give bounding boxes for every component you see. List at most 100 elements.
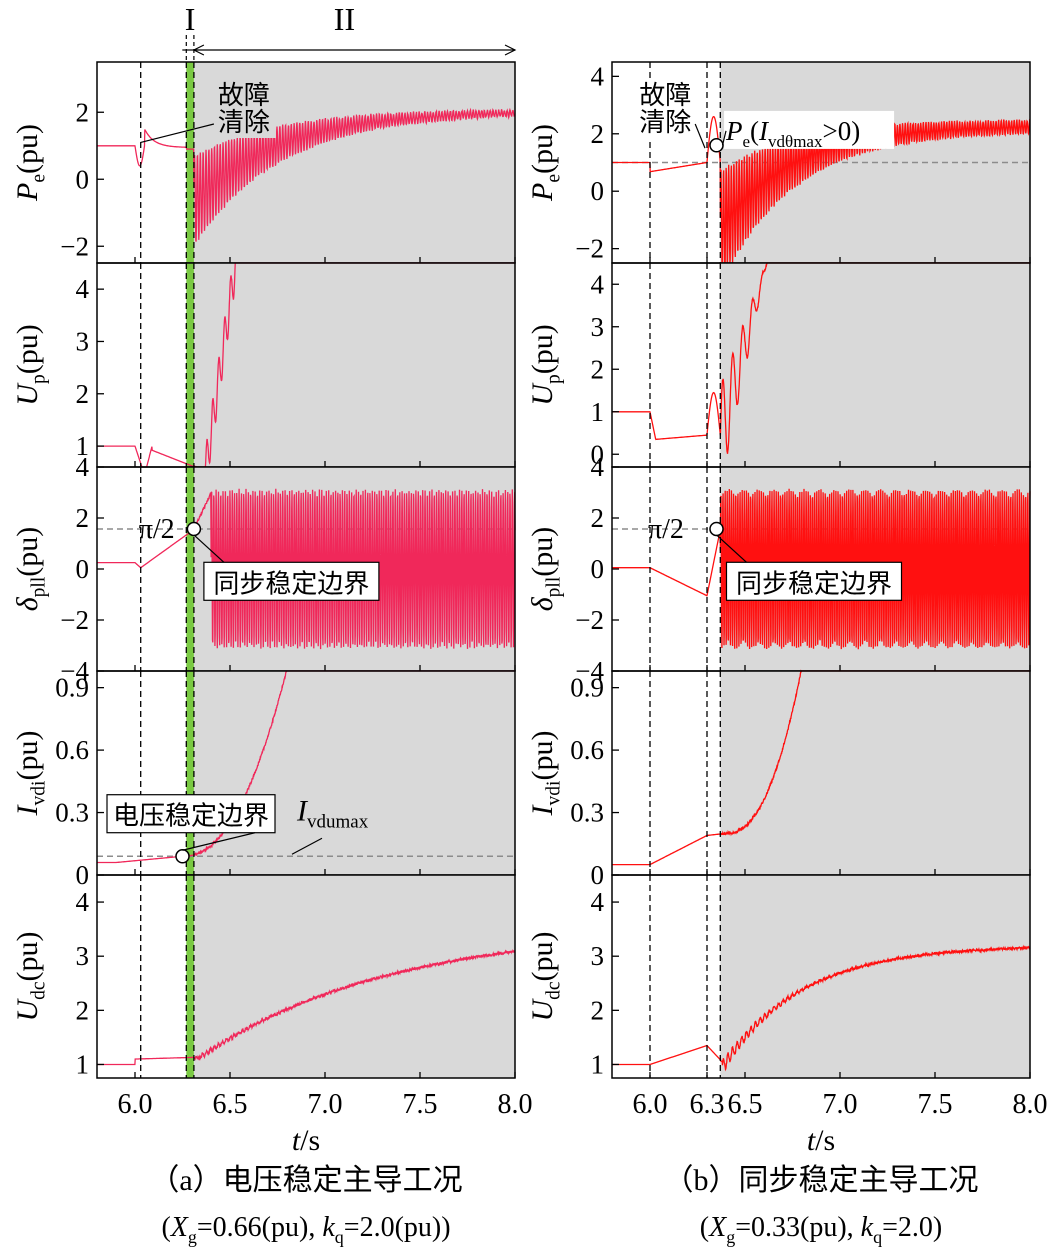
y-axis-label-text: Udc(pu): [526, 931, 565, 1021]
y-tick-label: 2: [76, 995, 90, 1025]
fault-band: [186, 263, 194, 467]
y-tick-label: 4: [591, 887, 605, 917]
y-tick-label: −2: [575, 234, 604, 264]
panel-frame: [611, 874, 1031, 1079]
y-axis-label: Ivdi(pu): [526, 731, 565, 817]
marker-label-bg: [724, 110, 895, 149]
boundary-annotation-Ivdi: 电压稳定边界: [106, 794, 276, 851]
y-tick-label: 0.6: [570, 735, 604, 765]
caption: （a）电压稳定主导工况: [149, 1164, 462, 1197]
stage-label-1: I: [185, 1, 196, 37]
panel-a-dpll: −4 −2 0 2 4 δpll(pu) π/2 同步稳定边界: [11, 452, 516, 686]
y-tick-label: 4: [591, 452, 605, 482]
y-tick-label: 0.9: [570, 673, 604, 703]
leader-line: [291, 837, 323, 855]
y-tick-label: −2: [60, 605, 89, 635]
annotation-bg: [211, 80, 276, 138]
ivdumax-text: Ivdumax: [296, 794, 369, 832]
stage-label-2: II: [334, 1, 355, 37]
y-tick-label: 1: [76, 431, 90, 461]
annotation-line-1: 清除: [639, 108, 691, 137]
y-tick-label: 0: [76, 164, 90, 194]
annotation-box: [203, 561, 380, 601]
annotation-leader: [193, 534, 225, 563]
y-tick-label: 0: [591, 176, 605, 206]
series-dpll-line: [97, 488, 516, 650]
y-tick-label: 3: [76, 326, 90, 356]
arrow-head: [504, 44, 517, 56]
fault-band: [186, 671, 194, 875]
panel-b-dpll: −4 −2 0 2 4 δpll(pu) π/2 同步稳定边界: [526, 452, 1031, 686]
series-Pe-line: [612, 115, 1031, 264]
x-tick-label: 6.0: [118, 1089, 153, 1120]
y-axis-label: δpll(pu): [526, 527, 565, 612]
x-tick-label: 6.5: [728, 1089, 763, 1120]
annotation-text: 同步稳定边界: [736, 569, 892, 598]
shaded-region: [720, 671, 1030, 875]
annotation-line-0: 故障: [639, 81, 691, 110]
y-axis-label-text: δpll(pu): [11, 527, 50, 612]
series-Udc-line: [97, 949, 516, 1066]
shaded-region: [193, 671, 515, 875]
x-tick-label: 6.0: [633, 1089, 668, 1120]
y-tick-label: −2: [575, 605, 604, 635]
shaded-region: [193, 875, 515, 1078]
y-axis-label-text: Up(pu): [11, 324, 50, 405]
y-tick-label: 3: [591, 941, 605, 971]
panel-b-Udc: 1 2 3 4 Udc(pu): [526, 874, 1031, 1079]
y-tick-label: 0: [591, 439, 605, 469]
x-axis-label: t/s: [807, 1124, 835, 1157]
series-Udc-line: [612, 944, 1031, 1072]
x-tick-label: 8.0: [498, 1089, 533, 1120]
annotation-text: 电压稳定边界: [113, 802, 269, 831]
y-tick-label: 2: [76, 379, 90, 409]
y-axis-label-text: Pe(pu): [526, 124, 565, 202]
annotation-box: [725, 561, 903, 601]
y-axis-label: Udc(pu): [526, 931, 565, 1021]
y-axis-label-text: δpll(pu): [526, 527, 565, 612]
y-tick-label: 2: [591, 119, 605, 149]
ref-label: π/2: [139, 514, 175, 545]
y-tick-label: −2: [60, 231, 89, 261]
series-dpll-line: [612, 488, 1031, 650]
boundary-marker: [175, 849, 190, 864]
y-axis-label-text: Udc(pu): [11, 931, 50, 1021]
annotation-text: 同步稳定边界: [213, 569, 369, 598]
y-tick-label: −4: [575, 656, 604, 686]
x-tick-label: 7.5: [918, 1089, 953, 1120]
caption: （b）同步稳定主导工况: [664, 1164, 979, 1197]
x-axis-label: t/s: [292, 1124, 320, 1157]
y-axis-label-text: Up(pu): [526, 324, 565, 405]
panel-a-Udc: 1 2 3 4 Udc(pu): [11, 874, 516, 1079]
x-tick-label: 7.0: [308, 1089, 343, 1120]
x-tick-label: 6.3: [690, 1089, 725, 1120]
y-axis-label-text: Ivdi(pu): [526, 731, 565, 817]
y-tick-label: 2: [76, 97, 90, 127]
y-tick-label: 4: [76, 887, 90, 917]
annotation-line-0: 故障: [218, 81, 270, 110]
y-tick-label: 4: [76, 274, 90, 304]
x-tick-label: 6.5: [213, 1089, 248, 1120]
ivdumax-label: Ivdumax: [291, 794, 369, 855]
y-tick-label: 2: [591, 995, 605, 1025]
boundary-marker: [709, 138, 724, 153]
stage-annotations: I II: [182, 1, 517, 62]
boundary-marker: [186, 521, 202, 537]
y-axis-label: Pe(pu): [526, 124, 565, 202]
y-tick-label: 4: [76, 452, 90, 482]
y-tick-label: 0.6: [55, 735, 89, 765]
y-tick-label: 2: [591, 354, 605, 384]
ref-label: π/2: [648, 514, 684, 545]
pe-marker-label: Pe(Ivdθmax>0): [721, 110, 895, 151]
marker-label-text: Pe(Ivdθmax>0): [725, 116, 860, 151]
annotation-leader: [716, 534, 747, 563]
y-tick-label: 4: [591, 269, 605, 299]
y-axis-label: Udc(pu): [11, 931, 50, 1021]
y-tick-label: 0: [591, 554, 605, 584]
